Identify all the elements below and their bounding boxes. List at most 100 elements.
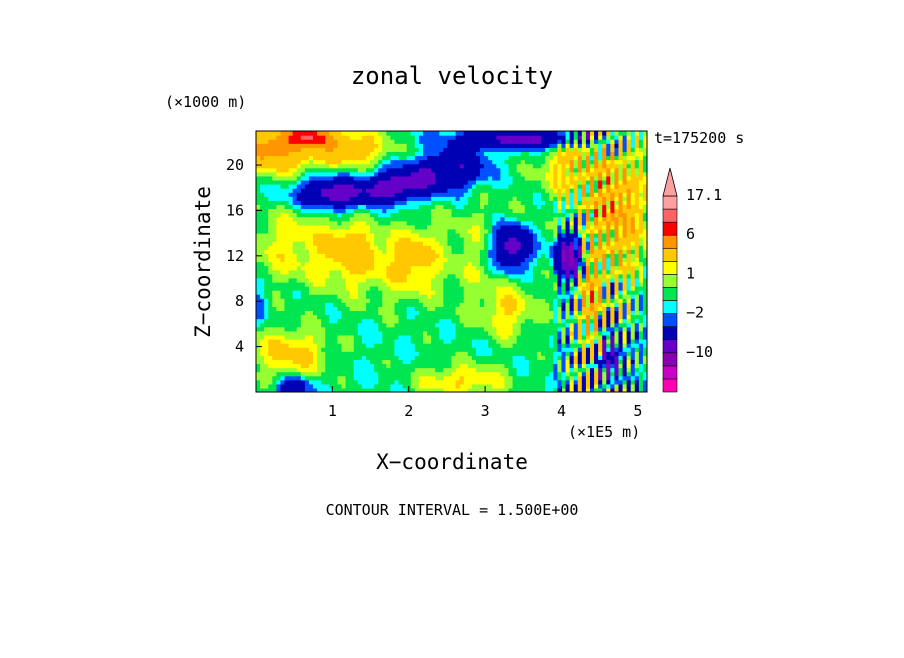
field-cell	[561, 220, 567, 226]
field-cell	[492, 298, 497, 303]
field-cell	[537, 196, 542, 201]
field-cell	[512, 355, 518, 360]
field-cell	[345, 216, 351, 222]
field-cell	[418, 359, 424, 365]
field-cell	[422, 367, 428, 373]
field-cell	[480, 200, 485, 206]
field-cell	[292, 220, 298, 226]
field-cell	[638, 261, 644, 267]
field-cell	[459, 322, 465, 328]
field-cell	[581, 306, 587, 312]
field-cell	[537, 216, 542, 222]
field-cell	[451, 216, 457, 222]
field-cell	[541, 347, 546, 352]
field-cell	[488, 334, 493, 340]
field-cell	[292, 379, 298, 385]
field-cell	[455, 277, 461, 283]
field-cell	[280, 334, 286, 340]
field-cell	[353, 224, 359, 230]
field-cell	[500, 212, 506, 218]
field-cell	[272, 298, 277, 303]
field-cell	[573, 363, 579, 369]
field-cell	[585, 290, 591, 295]
field-cell	[431, 253, 436, 259]
field-cell	[488, 371, 493, 377]
field-cell	[500, 334, 506, 340]
field-cell	[459, 379, 465, 385]
field-cell	[361, 224, 367, 230]
field-cell	[528, 375, 534, 381]
field-cell	[618, 326, 624, 332]
field-cell	[386, 245, 392, 250]
field-cell	[553, 359, 558, 365]
field-cell	[325, 196, 330, 201]
field-cell	[280, 204, 286, 210]
field-cell	[585, 387, 591, 392]
field-cell	[280, 375, 286, 381]
field-cell	[370, 383, 375, 389]
field-cell	[622, 290, 628, 295]
field-cell	[382, 196, 387, 201]
field-cell	[272, 281, 277, 287]
field-cell	[264, 359, 269, 365]
field-cell	[410, 334, 416, 340]
field-cell	[374, 314, 379, 320]
field-cell	[532, 216, 538, 222]
field-cell	[561, 302, 567, 307]
field-cell	[598, 387, 603, 392]
field-cell	[622, 281, 628, 287]
field-cell	[402, 249, 408, 254]
field-cell	[280, 298, 286, 303]
field-cell	[439, 196, 444, 201]
field-cell	[614, 216, 620, 222]
field-cell	[622, 285, 628, 291]
field-cell	[374, 212, 379, 218]
field-cell	[561, 281, 567, 287]
field-cell	[418, 347, 424, 352]
field-cell	[594, 208, 599, 214]
field-cell	[390, 387, 396, 392]
field-cell	[280, 383, 286, 389]
field-cell	[467, 188, 473, 193]
field-cell	[557, 285, 563, 291]
field-cell	[565, 265, 571, 271]
field-cell	[260, 387, 265, 392]
field-cell	[500, 290, 506, 295]
field-cell	[520, 192, 526, 197]
field-cell	[618, 338, 624, 344]
field-cell	[410, 208, 416, 214]
field-cell	[467, 208, 473, 214]
field-cell	[288, 232, 294, 238]
field-cell	[313, 228, 318, 234]
field-cell	[638, 326, 644, 332]
field-cell	[475, 322, 481, 328]
field-cell	[410, 192, 416, 197]
field-cell	[463, 269, 469, 275]
field-cell	[374, 196, 379, 201]
field-cell	[402, 237, 408, 242]
field-cell	[447, 330, 453, 336]
field-cell	[520, 343, 526, 348]
field-cell	[569, 334, 575, 340]
field-cell	[402, 314, 408, 320]
field-cell	[329, 334, 334, 340]
field-cell	[402, 281, 408, 287]
field-cell	[606, 326, 611, 332]
field-cell	[602, 285, 607, 291]
field-cell	[508, 208, 514, 214]
field-cell	[264, 188, 269, 193]
field-cell	[577, 379, 583, 385]
field-cell	[378, 228, 383, 234]
field-cell	[484, 367, 489, 373]
field-cell	[610, 294, 616, 299]
field-cell	[390, 302, 396, 307]
field-cell	[508, 192, 514, 197]
field-cell	[349, 245, 355, 250]
field-cell	[455, 253, 461, 259]
field-cell	[638, 281, 644, 287]
field-cell	[329, 216, 334, 222]
field-cell	[455, 184, 461, 189]
field-cell	[589, 347, 595, 352]
field-cell	[484, 290, 489, 295]
field-cell	[390, 208, 396, 214]
